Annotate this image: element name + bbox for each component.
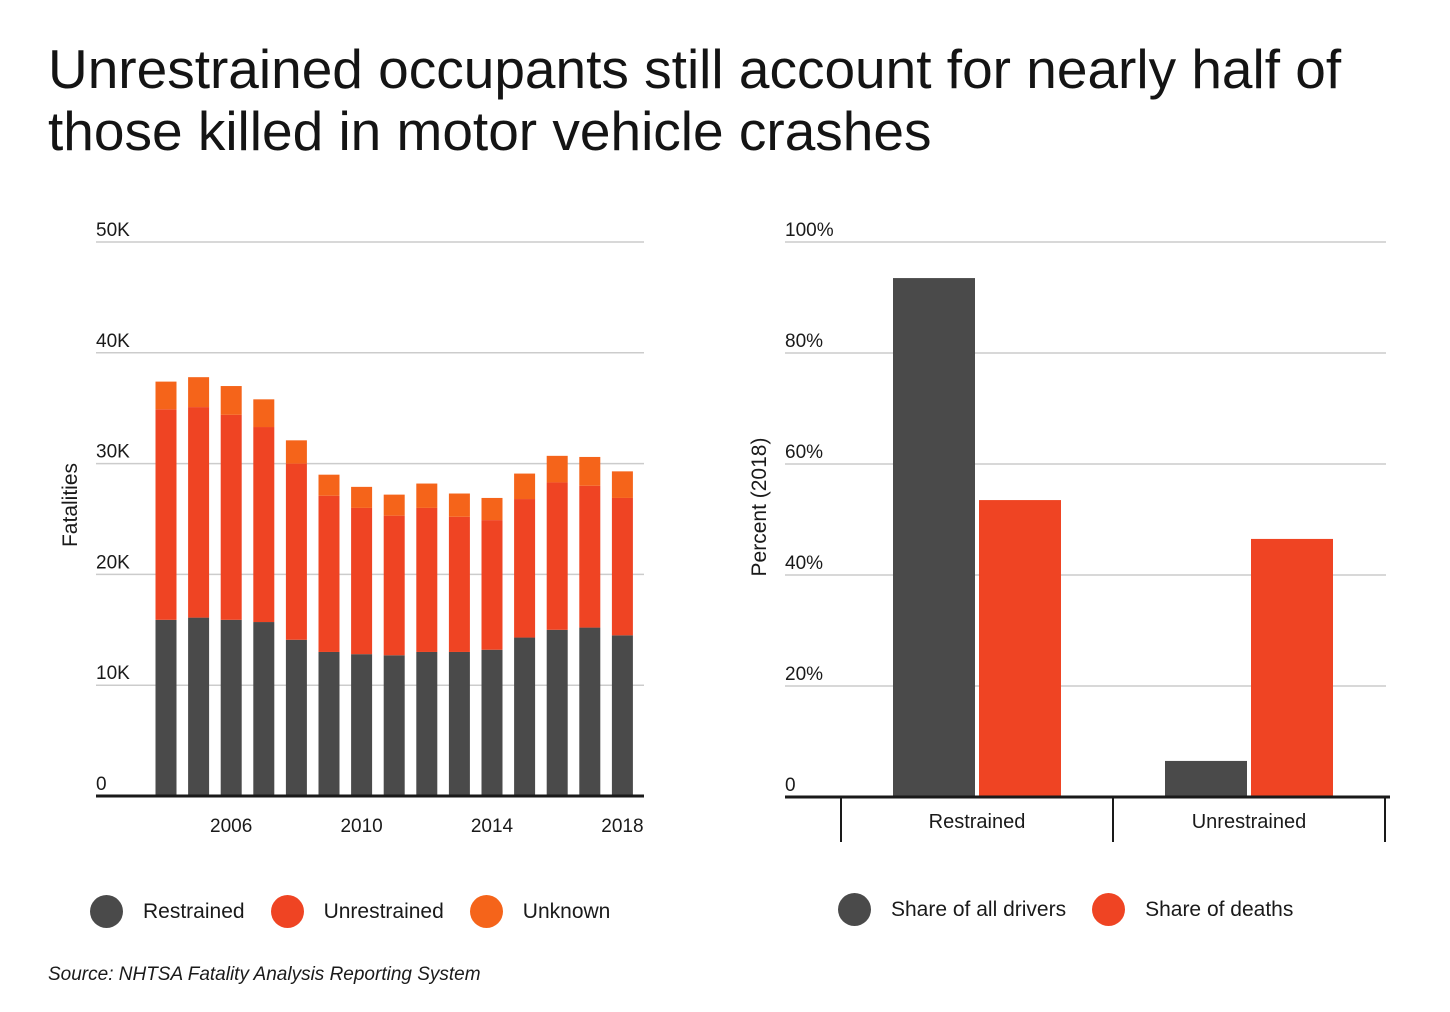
bar-segment — [611, 497, 633, 636]
source-note: Source: NHTSA Fatality Analysis Reportin… — [48, 964, 481, 985]
fatalities-legend: Restrained Unrestrained Unknown — [90, 895, 636, 928]
bar-segment — [188, 617, 210, 796]
bar-segment — [220, 414, 242, 620]
x-tick-label: 2006 — [210, 816, 252, 837]
legend-label-restrained: Restrained — [143, 899, 245, 923]
y-tick-label: 20% — [785, 664, 823, 685]
bar-segment — [514, 473, 536, 500]
bar-segment — [285, 463, 307, 640]
y-axis-title: Fatalities — [59, 463, 82, 547]
bar-segment — [416, 651, 438, 796]
x-tick-label: 2010 — [340, 816, 382, 837]
bar-segment — [351, 507, 373, 655]
bar-segment — [351, 654, 373, 796]
bar-segment — [351, 486, 373, 508]
x-category-label: Restrained — [929, 811, 1026, 833]
bar-segment — [448, 516, 470, 652]
bar — [979, 500, 1061, 797]
bar-segment — [285, 639, 307, 796]
bar-segment — [481, 497, 503, 521]
bar — [893, 278, 975, 797]
share-drivers-swatch — [838, 893, 871, 926]
bar-segment — [514, 499, 536, 638]
legend-label-unknown: Unknown — [522, 899, 611, 923]
legend-item-share-deaths: Share of deaths — [1092, 893, 1293, 926]
y-tick-label: 30K — [96, 442, 130, 463]
percent-legend: Share of all drivers Share of deaths — [838, 893, 1319, 926]
y-tick-label: 40% — [785, 553, 823, 574]
bar — [1251, 538, 1333, 797]
bar-segment — [318, 495, 340, 652]
bar-segment — [155, 381, 177, 410]
unknown-swatch — [469, 895, 503, 928]
legend-label-share-deaths: Share of deaths — [1145, 897, 1294, 921]
bar-segment — [188, 407, 210, 618]
y-tick-label: 20K — [96, 552, 130, 573]
bar-segment — [285, 440, 307, 464]
x-tick-label: 2018 — [601, 816, 643, 837]
bar-segment — [383, 494, 405, 516]
bar-segment — [220, 619, 242, 796]
y-tick-label: 80% — [785, 331, 823, 352]
x-category-label: Unrestrained — [1192, 811, 1307, 833]
bar-segment — [579, 485, 601, 628]
bar-segment — [318, 651, 340, 796]
y-tick-label: 10K — [96, 663, 130, 684]
bar-segment — [448, 493, 470, 517]
bar-segment — [383, 515, 405, 656]
bar-segment — [514, 637, 536, 796]
bar-segment — [546, 455, 568, 483]
bar-segment — [546, 482, 568, 630]
bar-segment — [188, 377, 210, 408]
percent-chart: 0 20% 40% 60% 80% 100% Restrained Unrestrained P… — [748, 220, 1390, 842]
y-tick-label: 40K — [96, 331, 130, 352]
bar-segment — [253, 622, 275, 796]
y-axis-title: Percent (2018) — [748, 438, 771, 577]
bar-segment — [155, 619, 177, 796]
share-deaths-swatch — [1092, 893, 1126, 926]
bar-segment — [481, 649, 503, 796]
bar — [1165, 760, 1247, 797]
y-tick-label: 60% — [785, 442, 823, 463]
bar-segment — [416, 483, 438, 508]
y-tick-label: 100% — [785, 220, 834, 241]
bar-segment — [253, 399, 275, 428]
bar-segment — [416, 507, 438, 652]
y-tick-label: 50K — [96, 220, 130, 241]
restrained-swatch — [90, 895, 123, 928]
legend-item-restrained: Restrained — [90, 895, 245, 928]
legend-label-unrestrained: Unrestrained — [323, 899, 444, 923]
x-tick-label: 2014 — [471, 816, 514, 837]
bar-segment — [546, 629, 568, 796]
legend-item-unrestrained: Unrestrained — [270, 895, 444, 928]
legend-item-unknown: Unknown — [469, 895, 611, 928]
bar-segment — [611, 471, 633, 498]
unrestrained-swatch — [270, 895, 304, 928]
fatalities-chart: 0 10K 20K 30K 40K 50K 2006 2010 2014 2018 Fataliti… — [59, 220, 644, 837]
legend-item-share-drivers: Share of all drivers — [838, 893, 1066, 926]
legend-label-share-drivers: Share of all drivers — [891, 897, 1067, 921]
bar-segment — [611, 635, 633, 796]
bar-segment — [383, 655, 405, 796]
bar-segment — [155, 409, 177, 620]
bar-segment — [253, 427, 275, 623]
y-tick-label: 0 — [96, 774, 107, 795]
bar-segment — [579, 627, 601, 796]
chart-title: Unrestrained occupants still account for… — [48, 38, 1342, 162]
bar-segment — [448, 651, 470, 796]
y-tick-label: 0 — [785, 775, 796, 796]
bar-segment — [318, 474, 340, 496]
bar-segment — [481, 520, 503, 650]
bar-segment — [579, 456, 601, 486]
bar-segment — [220, 386, 242, 415]
